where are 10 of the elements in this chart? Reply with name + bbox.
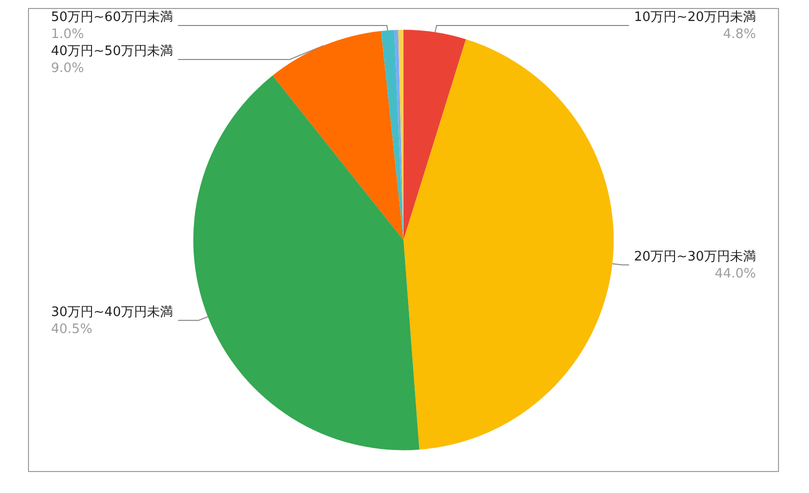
data-label: 9.0% [51,61,84,76]
slice-label: 20万円~30万円未満 [634,249,756,264]
data-label: 40.5% [51,322,92,337]
slice-label: 10万円~20万円未満 [634,10,756,25]
slice-label: 40万円~50万円未満 [51,44,173,59]
data-label: 4.8% [722,27,756,42]
data-label: 1.0% [51,27,84,42]
data-label: 44.0% [714,266,756,282]
slice-label: 50万円~60万円未満 [51,10,173,25]
slice-label: 30万円~40万円未満 [51,304,173,320]
